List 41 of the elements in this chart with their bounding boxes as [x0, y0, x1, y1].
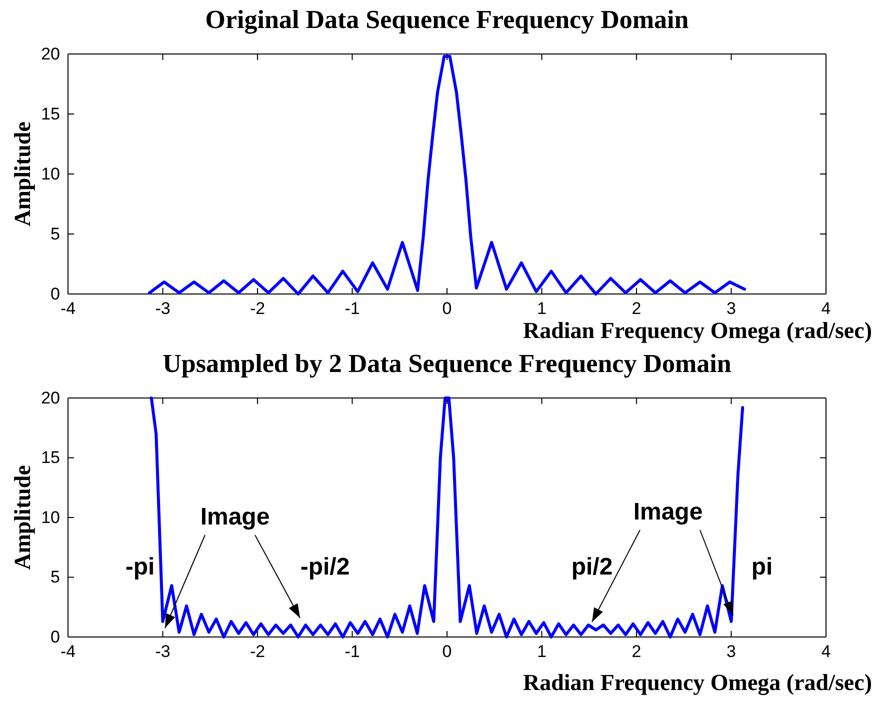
annotation: pi/2	[571, 553, 613, 580]
annotation: Image	[200, 503, 270, 530]
y-tick-label: 10	[41, 164, 60, 184]
x-tick-label: -4	[60, 299, 76, 318]
x-tick-label: -1	[344, 299, 360, 318]
x-axis-title: Radian Frequency Omega (rad/sec)	[522, 318, 872, 344]
x-tick-label: 1	[537, 642, 546, 662]
chart-title: Original Data Sequence Frequency Domain	[205, 5, 690, 34]
y-axis-title: Amplitude	[10, 122, 35, 226]
y-tick-label: 15	[41, 104, 60, 124]
y-tick-label: 20	[41, 44, 60, 64]
x-tick-label: 3	[726, 642, 736, 662]
x-tick-label: 4	[821, 299, 831, 318]
x-tick-label: 3	[726, 299, 736, 318]
x-tick-label: 0	[442, 299, 452, 318]
x-tick-label: -4	[60, 642, 76, 662]
y-tick-label: 5	[50, 568, 60, 587]
x-tick-label: 4	[821, 642, 831, 662]
x-tick-label: 2	[632, 299, 642, 318]
x-tick-label: -3	[155, 299, 170, 318]
x-tick-label: 2	[632, 642, 642, 662]
x-axis-title: Radian Frequency Omega (rad/sec)	[522, 670, 872, 696]
annotation: -pi	[125, 553, 155, 580]
annotation: -pi/2	[300, 553, 350, 580]
y-tick-label: 0	[50, 627, 60, 646]
x-tick-label: -3	[155, 642, 170, 662]
x-tick-label: 1	[537, 299, 546, 318]
x-tick-label: -2	[250, 299, 266, 318]
x-tick-label: 0	[442, 642, 452, 662]
chart-title: Upsampled by 2 Data Sequence Frequency Domain	[162, 349, 732, 378]
annotation: Image	[633, 498, 703, 526]
y-axis-title: Amplitude	[10, 465, 35, 570]
annotation: pi	[751, 553, 773, 580]
y-tick-label: 5	[50, 224, 60, 244]
y-tick-label: 15	[41, 448, 60, 468]
x-tick-label: -2	[250, 642, 266, 662]
y-tick-label: 20	[41, 388, 60, 408]
y-tick-label: 10	[41, 508, 60, 527]
x-tick-label: -1	[344, 642, 360, 662]
line-series	[148, 54, 746, 296]
y-tick-label: 0	[50, 284, 60, 304]
